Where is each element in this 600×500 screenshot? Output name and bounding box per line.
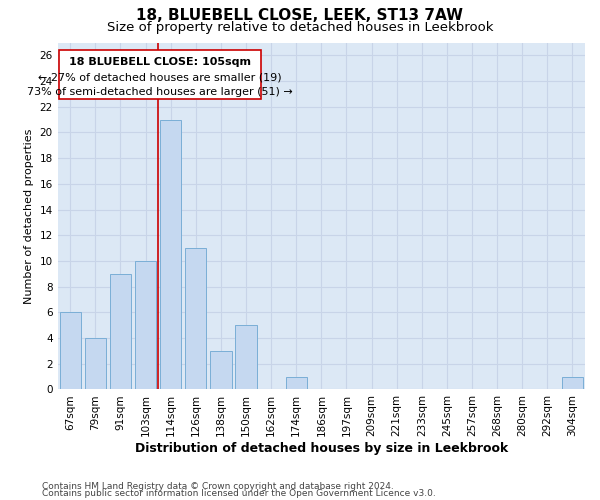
- Text: ← 27% of detached houses are smaller (19): ← 27% of detached houses are smaller (19…: [38, 72, 282, 82]
- Text: 18 BLUEBELL CLOSE: 105sqm: 18 BLUEBELL CLOSE: 105sqm: [69, 56, 251, 66]
- Bar: [110, 274, 131, 390]
- Bar: [286, 376, 307, 390]
- Bar: [235, 325, 257, 390]
- Bar: [85, 338, 106, 390]
- Bar: [59, 312, 81, 390]
- Text: Size of property relative to detached houses in Leekbrook: Size of property relative to detached ho…: [107, 21, 493, 34]
- Text: Contains public sector information licensed under the Open Government Licence v3: Contains public sector information licen…: [42, 489, 436, 498]
- X-axis label: Distribution of detached houses by size in Leekbrook: Distribution of detached houses by size …: [134, 442, 508, 455]
- Bar: [185, 248, 206, 390]
- Y-axis label: Number of detached properties: Number of detached properties: [24, 128, 34, 304]
- Bar: [135, 261, 156, 390]
- Text: 18, BLUEBELL CLOSE, LEEK, ST13 7AW: 18, BLUEBELL CLOSE, LEEK, ST13 7AW: [137, 8, 464, 22]
- Bar: [160, 120, 181, 390]
- FancyBboxPatch shape: [59, 50, 261, 99]
- Text: Contains HM Land Registry data © Crown copyright and database right 2024.: Contains HM Land Registry data © Crown c…: [42, 482, 394, 491]
- Bar: [562, 376, 583, 390]
- Bar: [210, 351, 232, 390]
- Text: 73% of semi-detached houses are larger (51) →: 73% of semi-detached houses are larger (…: [27, 88, 293, 98]
